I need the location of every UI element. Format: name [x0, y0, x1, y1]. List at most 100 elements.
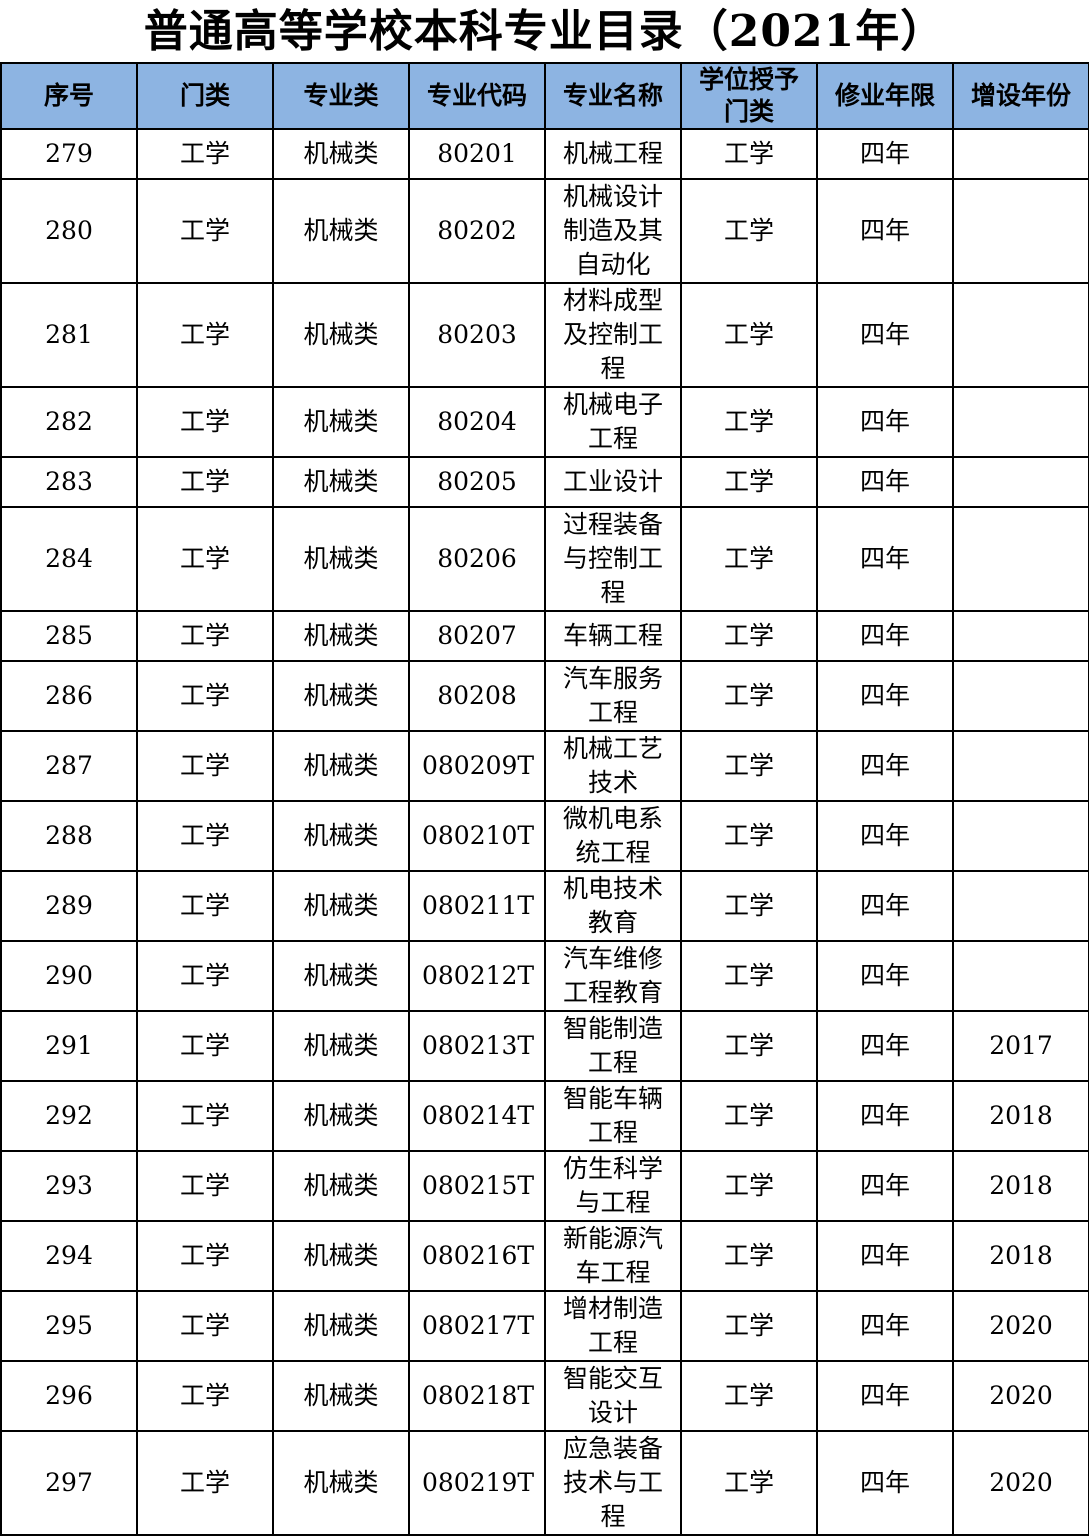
column-header-added-year: 增设年份: [952, 62, 1089, 130]
cell-added-year: [952, 128, 1089, 180]
cell-major-class: 机械类: [272, 1150, 410, 1222]
cell-major-name: 新能源汽车工程: [544, 1220, 682, 1292]
cell-major-code: 80206: [408, 506, 546, 612]
cell-seq: 283: [0, 456, 138, 508]
cell-major-code: 80205: [408, 456, 546, 508]
cell-degree-category: 工学: [680, 870, 818, 942]
cell-category: 工学: [136, 1080, 274, 1152]
cell-duration: 四年: [816, 1080, 954, 1152]
cell-major-class: 机械类: [272, 730, 410, 802]
cell-major-code: 080209T: [408, 730, 546, 802]
cell-major-name: 智能制造工程: [544, 1010, 682, 1082]
cell-degree-category: 工学: [680, 386, 818, 458]
cell-major-class: 机械类: [272, 1220, 410, 1292]
cell-major-code: 80204: [408, 386, 546, 458]
cell-degree-category: 工学: [680, 730, 818, 802]
cell-added-year: 2020: [952, 1360, 1089, 1432]
table-row: 295 工学 机械类 080217T 增材制造工程 工学 四年 2020: [0, 1290, 1089, 1362]
cell-major-class: 机械类: [272, 128, 410, 180]
cell-category: 工学: [136, 456, 274, 508]
table-header-row: 序号 门类 专业类 专业代码 专业名称 学位授予门类 修业年限 增设年份: [0, 62, 1089, 130]
cell-seq: 282: [0, 386, 138, 458]
cell-major-name: 机械设计制造及其自动化: [544, 178, 682, 284]
cell-duration: 四年: [816, 610, 954, 662]
cell-major-name: 材料成型及控制工程: [544, 282, 682, 388]
table-body: 279 工学 机械类 80201 机械工程 工学 四年 280 工学 机械类 80202 机械设计制造…: [0, 128, 1089, 1536]
cell-category: 工学: [136, 506, 274, 612]
cell-major-class: 机械类: [272, 1360, 410, 1432]
cell-added-year: 2018: [952, 1220, 1089, 1292]
table-row: 288 工学 机械类 080210T 微机电系统工程 工学 四年: [0, 800, 1089, 872]
cell-duration: 四年: [816, 800, 954, 872]
cell-category: 工学: [136, 800, 274, 872]
cell-category: 工学: [136, 660, 274, 732]
table-row: 281 工学 机械类 80203 材料成型及控制工程 工学 四年: [0, 282, 1089, 388]
cell-seq: 279: [0, 128, 138, 180]
cell-major-name: 过程装备与控制工程: [544, 506, 682, 612]
cell-category: 工学: [136, 128, 274, 180]
cell-degree-category: 工学: [680, 610, 818, 662]
cell-duration: 四年: [816, 282, 954, 388]
cell-degree-category: 工学: [680, 506, 818, 612]
cell-category: 工学: [136, 1010, 274, 1082]
cell-duration: 四年: [816, 870, 954, 942]
cell-degree-category: 工学: [680, 1360, 818, 1432]
cell-major-code: 080217T: [408, 1290, 546, 1362]
cell-major-class: 机械类: [272, 1430, 410, 1536]
cell-major-class: 机械类: [272, 940, 410, 1012]
cell-major-name: 增材制造工程: [544, 1290, 682, 1362]
cell-duration: 四年: [816, 660, 954, 732]
cell-duration: 四年: [816, 1430, 954, 1536]
cell-duration: 四年: [816, 940, 954, 1012]
cell-seq: 289: [0, 870, 138, 942]
cell-major-name: 机械工艺技术: [544, 730, 682, 802]
cell-added-year: [952, 456, 1089, 508]
cell-seq: 287: [0, 730, 138, 802]
column-header-major-code: 专业代码: [408, 62, 546, 130]
cell-category: 工学: [136, 1220, 274, 1292]
cell-seq: 281: [0, 282, 138, 388]
cell-major-name: 汽车维修工程教育: [544, 940, 682, 1012]
cell-degree-category: 工学: [680, 1430, 818, 1536]
cell-added-year: [952, 730, 1089, 802]
cell-seq: 292: [0, 1080, 138, 1152]
cell-category: 工学: [136, 178, 274, 284]
cell-seq: 280: [0, 178, 138, 284]
cell-major-code: 080219T: [408, 1430, 546, 1536]
cell-category: 工学: [136, 1290, 274, 1362]
table-row: 293 工学 机械类 080215T 仿生科学与工程 工学 四年 2018: [0, 1150, 1089, 1222]
cell-major-name: 应急装备技术与工程: [544, 1430, 682, 1536]
cell-category: 工学: [136, 282, 274, 388]
cell-degree-category: 工学: [680, 1010, 818, 1082]
cell-major-code: 080211T: [408, 870, 546, 942]
cell-seq: 296: [0, 1360, 138, 1432]
cell-seq: 290: [0, 940, 138, 1012]
cell-major-code: 080213T: [408, 1010, 546, 1082]
cell-major-name: 智能交互设计: [544, 1360, 682, 1432]
cell-duration: 四年: [816, 1290, 954, 1362]
cell-major-name: 汽车服务工程: [544, 660, 682, 732]
cell-major-code: 080212T: [408, 940, 546, 1012]
cell-added-year: [952, 610, 1089, 662]
cell-duration: 四年: [816, 456, 954, 508]
cell-major-class: 机械类: [272, 660, 410, 732]
cell-added-year: 2020: [952, 1290, 1089, 1362]
cell-major-code: 080215T: [408, 1150, 546, 1222]
cell-duration: 四年: [816, 506, 954, 612]
table-row: 279 工学 机械类 80201 机械工程 工学 四年: [0, 128, 1089, 180]
cell-seq: 297: [0, 1430, 138, 1536]
cell-major-code: 80207: [408, 610, 546, 662]
cell-added-year: 2017: [952, 1010, 1089, 1082]
cell-major-class: 机械类: [272, 870, 410, 942]
cell-major-class: 机械类: [272, 282, 410, 388]
cell-major-name: 机械工程: [544, 128, 682, 180]
cell-added-year: [952, 940, 1089, 1012]
cell-seq: 288: [0, 800, 138, 872]
column-header-major-class: 专业类: [272, 62, 410, 130]
cell-degree-category: 工学: [680, 800, 818, 872]
cell-major-class: 机械类: [272, 1010, 410, 1082]
cell-major-code: 80203: [408, 282, 546, 388]
cell-degree-category: 工学: [680, 1290, 818, 1362]
cell-degree-category: 工学: [680, 1220, 818, 1292]
cell-degree-category: 工学: [680, 660, 818, 732]
